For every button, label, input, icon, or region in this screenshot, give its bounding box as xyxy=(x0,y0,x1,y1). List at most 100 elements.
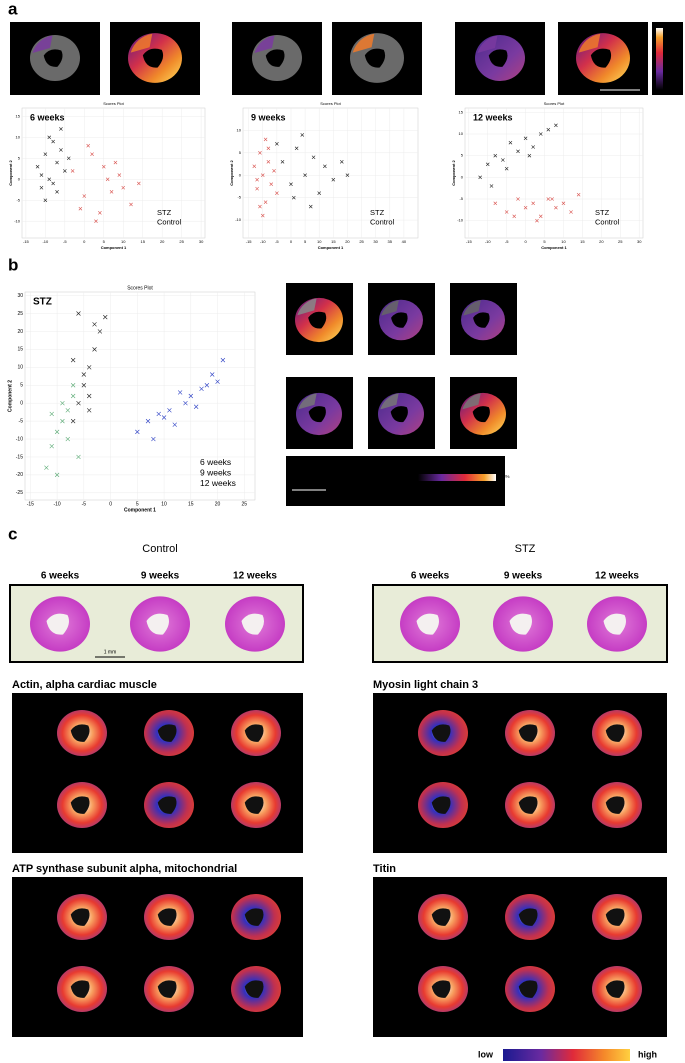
heart-cavity xyxy=(603,613,626,635)
x-tick-label: 20 xyxy=(599,239,604,244)
heart-cavity xyxy=(308,311,327,329)
point xyxy=(516,149,520,154)
point xyxy=(39,185,44,190)
point xyxy=(177,390,183,395)
week-label: 12 weeks xyxy=(595,571,639,582)
point xyxy=(523,205,528,210)
y-tick-label: 5 xyxy=(461,153,464,158)
y-tick-label: 5 xyxy=(239,150,242,155)
y-tick-label: -10 xyxy=(16,436,23,442)
legend-label: 12 weeks xyxy=(200,478,236,488)
x-tick-label: 25 xyxy=(242,501,248,507)
point xyxy=(493,153,498,158)
point xyxy=(252,164,257,169)
caption: Control 9 weeks xyxy=(142,836,196,845)
point xyxy=(65,436,71,442)
heart-cavity xyxy=(431,796,451,814)
point xyxy=(81,383,87,388)
point xyxy=(101,164,106,169)
heart-cavity xyxy=(605,724,625,742)
point xyxy=(546,197,551,201)
protein-title: Titin xyxy=(373,863,396,875)
point xyxy=(260,213,265,218)
point xyxy=(183,400,188,406)
point xyxy=(103,314,108,320)
x-tick-label: 5 xyxy=(103,239,106,244)
caption: STZ 9 weeks xyxy=(508,764,552,773)
x-tick-label: 5 xyxy=(304,239,307,244)
chart-label: STZ xyxy=(33,297,52,308)
y-tick-label: 10 xyxy=(16,134,21,139)
x-axis-label: Component 1 xyxy=(541,245,567,250)
point xyxy=(92,322,97,327)
x-tick-label: 10 xyxy=(561,239,566,244)
label: 1.396 Da xyxy=(378,696,411,705)
heart-cavity xyxy=(488,49,508,67)
point xyxy=(258,204,262,209)
point xyxy=(98,211,102,215)
heart-cavity xyxy=(416,613,439,635)
point xyxy=(113,160,118,165)
caption: Control 9 weeks xyxy=(503,836,557,845)
y-tick-label: -15 xyxy=(16,454,23,460)
point xyxy=(117,173,122,177)
y-tick-label: 5 xyxy=(18,155,21,160)
y-tick-label: -10 xyxy=(14,218,21,223)
caption: Control 12 weeks xyxy=(588,1020,646,1029)
group-title: STZ xyxy=(515,543,536,555)
heart-image xyxy=(463,300,481,316)
week-label: 12 weeks xyxy=(233,571,277,582)
x-tick-label: 15 xyxy=(140,239,145,244)
heart-cavity xyxy=(157,796,177,814)
panel-label: b xyxy=(8,255,18,274)
plot-area xyxy=(21,107,206,239)
x-tick-label: -15 xyxy=(27,501,34,507)
point xyxy=(294,146,299,151)
y-tick-label: 10 xyxy=(237,127,242,132)
label: 3mm xyxy=(613,84,626,90)
caption: STZ 6 weeks xyxy=(421,764,465,773)
colorbar xyxy=(418,474,496,481)
point xyxy=(66,156,71,161)
panel-label: a xyxy=(8,0,18,18)
label: Control xyxy=(562,25,588,34)
label: Control xyxy=(336,25,362,34)
label: STZ xyxy=(459,25,474,34)
point xyxy=(188,393,194,399)
point xyxy=(60,418,65,424)
x-tick-label: 0 xyxy=(290,239,293,244)
point xyxy=(76,311,81,316)
heart-cavity xyxy=(390,406,408,423)
heart-cavity xyxy=(70,980,90,998)
legend-label: STZ xyxy=(370,208,385,217)
point xyxy=(311,155,316,160)
label: 1 mm xyxy=(104,649,117,655)
heart-cavity xyxy=(473,312,490,328)
x-tick-label: -10 xyxy=(42,239,49,244)
heart-image xyxy=(298,393,317,410)
point xyxy=(54,429,60,435)
label: PC-1 xyxy=(290,345,305,352)
x-tick-label: 30 xyxy=(637,239,642,244)
protein-title: ATP synthase subunit alpha, mitochondria… xyxy=(12,863,237,875)
legend-label: 9 weeks xyxy=(200,467,231,477)
label: low xyxy=(478,1049,494,1059)
heart-image xyxy=(130,33,153,53)
point xyxy=(76,454,81,460)
x-tick-label: -10 xyxy=(485,239,492,244)
caption: STZ 12 weeks xyxy=(232,764,280,773)
panel-label: c xyxy=(8,524,17,543)
heart-cavity xyxy=(157,980,177,998)
point xyxy=(554,123,558,128)
x-tick-label: 10 xyxy=(121,239,126,244)
heart-image xyxy=(380,393,399,410)
point xyxy=(51,181,55,186)
point xyxy=(493,201,498,206)
point xyxy=(538,214,543,219)
heart-cavity xyxy=(431,980,451,998)
point xyxy=(51,139,55,144)
point xyxy=(92,347,97,352)
label: 976 Da xyxy=(17,696,43,705)
y-tick-label: 10 xyxy=(459,131,464,136)
